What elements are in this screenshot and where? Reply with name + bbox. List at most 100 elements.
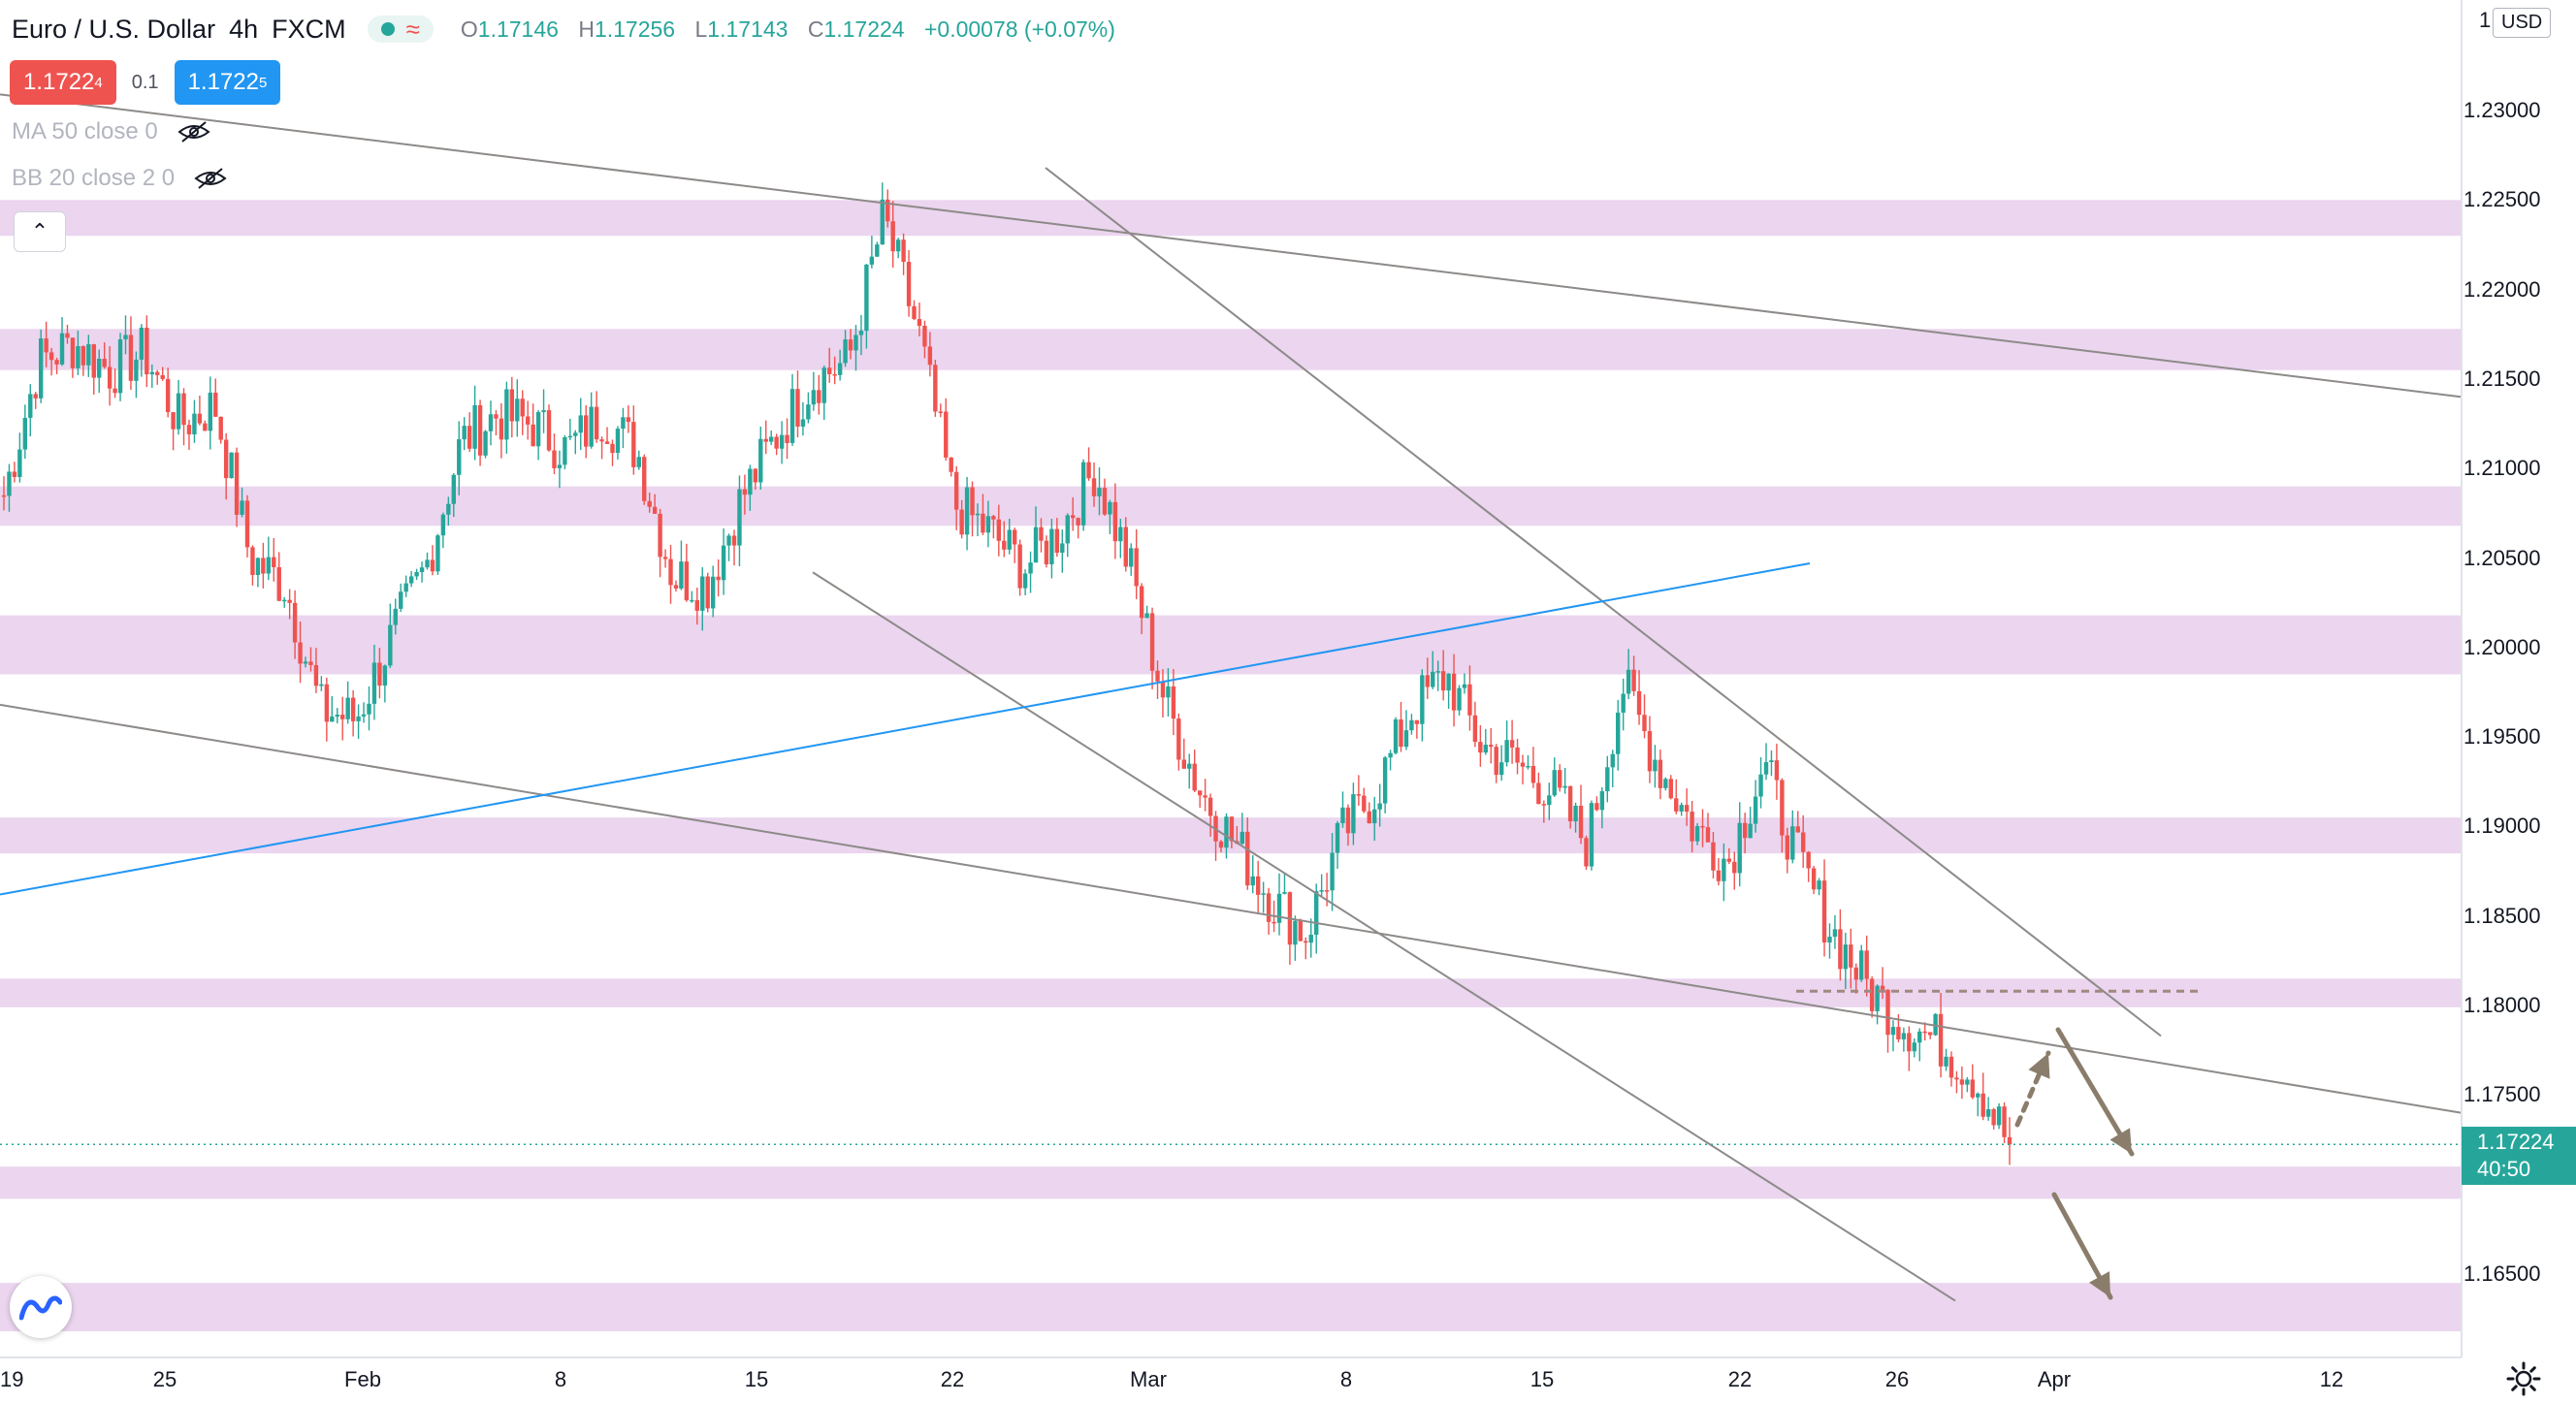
candle-body bbox=[1123, 526, 1128, 567]
candle-body bbox=[1832, 929, 1838, 938]
candle-body bbox=[668, 558, 673, 586]
candle-body bbox=[1774, 760, 1780, 781]
candle-body bbox=[12, 471, 17, 477]
candle-body bbox=[1843, 944, 1849, 970]
tradingview-logo[interactable] bbox=[10, 1276, 72, 1338]
price-zone bbox=[0, 1283, 2462, 1331]
close-value: 1.17224 bbox=[823, 16, 905, 42]
candle-body bbox=[1573, 805, 1578, 822]
drawing-tools bbox=[0, 93, 2463, 1302]
candle-body bbox=[1976, 1093, 1980, 1098]
candle-body bbox=[1647, 731, 1653, 772]
time-tick-label: 12 bbox=[2319, 1367, 2344, 1391]
candle-body bbox=[1642, 715, 1647, 732]
candle-body bbox=[425, 559, 430, 568]
candle-body bbox=[1494, 747, 1498, 776]
time-tick-label: Feb bbox=[344, 1367, 381, 1391]
candle-body bbox=[864, 264, 869, 332]
candle-body bbox=[223, 439, 229, 479]
price-tick-label: 1.22000 bbox=[2463, 276, 2541, 302]
candle-body bbox=[1922, 1031, 1927, 1034]
candle-body bbox=[1129, 548, 1134, 567]
candle-body bbox=[690, 599, 694, 602]
candle-body bbox=[1980, 1093, 1985, 1117]
currency-button[interactable]: USD bbox=[2493, 8, 2552, 38]
candle-body bbox=[1758, 774, 1763, 797]
candle-body bbox=[1187, 763, 1192, 769]
ascending-trendline[interactable] bbox=[0, 562, 1811, 896]
candle-body bbox=[1181, 759, 1186, 769]
candle-body bbox=[1218, 841, 1224, 848]
candle-body bbox=[1224, 816, 1229, 848]
indicator-bb[interactable]: BB 20 close 2 0 bbox=[12, 165, 227, 192]
candle-body bbox=[213, 392, 218, 417]
candle-body bbox=[1520, 762, 1526, 767]
candle-body bbox=[1255, 876, 1261, 895]
price-zone bbox=[0, 978, 2462, 1007]
candle-body bbox=[996, 519, 1002, 541]
candle-body bbox=[102, 358, 107, 367]
candle-body bbox=[1626, 669, 1631, 694]
candle-body bbox=[817, 390, 821, 403]
candle-body bbox=[1414, 719, 1420, 724]
sell-price-pip: 4 bbox=[94, 74, 103, 91]
candle-body bbox=[234, 452, 240, 515]
candle-body bbox=[240, 500, 244, 515]
candle-body bbox=[451, 474, 456, 504]
candle-body bbox=[658, 513, 662, 558]
candle-body bbox=[1314, 891, 1319, 936]
market-status-pill[interactable]: ≈ bbox=[367, 16, 434, 43]
chevron-up-icon: ⌃ bbox=[30, 219, 49, 243]
buy-button[interactable]: 1.1722 5 bbox=[174, 60, 281, 105]
sell-button[interactable]: 1.1722 4 bbox=[10, 60, 116, 105]
gear-icon[interactable] bbox=[2504, 1359, 2543, 1398]
candle-body bbox=[1467, 684, 1472, 716]
symbol-title[interactable]: Euro / U.S. Dollar bbox=[12, 14, 216, 44]
candle-body bbox=[552, 450, 557, 468]
candle-body bbox=[1552, 770, 1557, 796]
candle-body bbox=[721, 545, 726, 581]
indicator-ma[interactable]: MA 50 close 0 bbox=[12, 118, 210, 145]
candle-body bbox=[1362, 795, 1367, 812]
eye-off-icon[interactable] bbox=[177, 119, 210, 144]
candle-body bbox=[1377, 803, 1382, 810]
candle-body bbox=[1017, 544, 1022, 589]
candle-body bbox=[636, 457, 641, 467]
candle-body bbox=[388, 624, 393, 666]
candle-body bbox=[1509, 740, 1515, 748]
candle-body bbox=[1431, 671, 1435, 687]
middle-trendline[interactable] bbox=[0, 703, 2463, 1114]
collapse-legend-button[interactable]: ⌃ bbox=[14, 211, 66, 252]
candle-body bbox=[1293, 920, 1298, 945]
candle-body bbox=[76, 345, 80, 368]
candle-body bbox=[408, 576, 414, 584]
candle-body bbox=[964, 487, 970, 535]
high-value: 1.17256 bbox=[594, 16, 676, 42]
time-tick-label: 15 bbox=[1530, 1367, 1555, 1391]
candle-body bbox=[858, 331, 864, 335]
candle-body bbox=[361, 714, 367, 717]
candle-body bbox=[1155, 670, 1160, 682]
candle-body bbox=[1345, 807, 1351, 834]
change-value: +0.00078 (+0.07%) bbox=[923, 16, 1115, 42]
candle-body bbox=[1033, 526, 1039, 563]
projection-arrow[interactable] bbox=[2055, 1027, 2135, 1157]
time-tick-label: 22 bbox=[1727, 1367, 1753, 1391]
candle-body bbox=[1388, 752, 1393, 758]
candle-body bbox=[800, 419, 806, 427]
candle-body bbox=[1748, 823, 1753, 839]
eye-off-icon[interactable] bbox=[194, 166, 227, 191]
candle-body bbox=[287, 599, 292, 603]
open-value: 1.17146 bbox=[477, 16, 559, 42]
descending-channel-bottom[interactable] bbox=[812, 571, 1956, 1302]
candle-body bbox=[1382, 757, 1388, 804]
interval-label[interactable]: 4h bbox=[229, 14, 259, 44]
price-zone bbox=[0, 200, 2462, 237]
candle-body bbox=[1896, 1027, 1901, 1039]
candle-body bbox=[1176, 718, 1181, 760]
upper-trendline[interactable] bbox=[0, 93, 2463, 399]
candle-body bbox=[1716, 870, 1722, 881]
candle-body bbox=[1272, 921, 1276, 924]
candle-body bbox=[1653, 759, 1658, 772]
